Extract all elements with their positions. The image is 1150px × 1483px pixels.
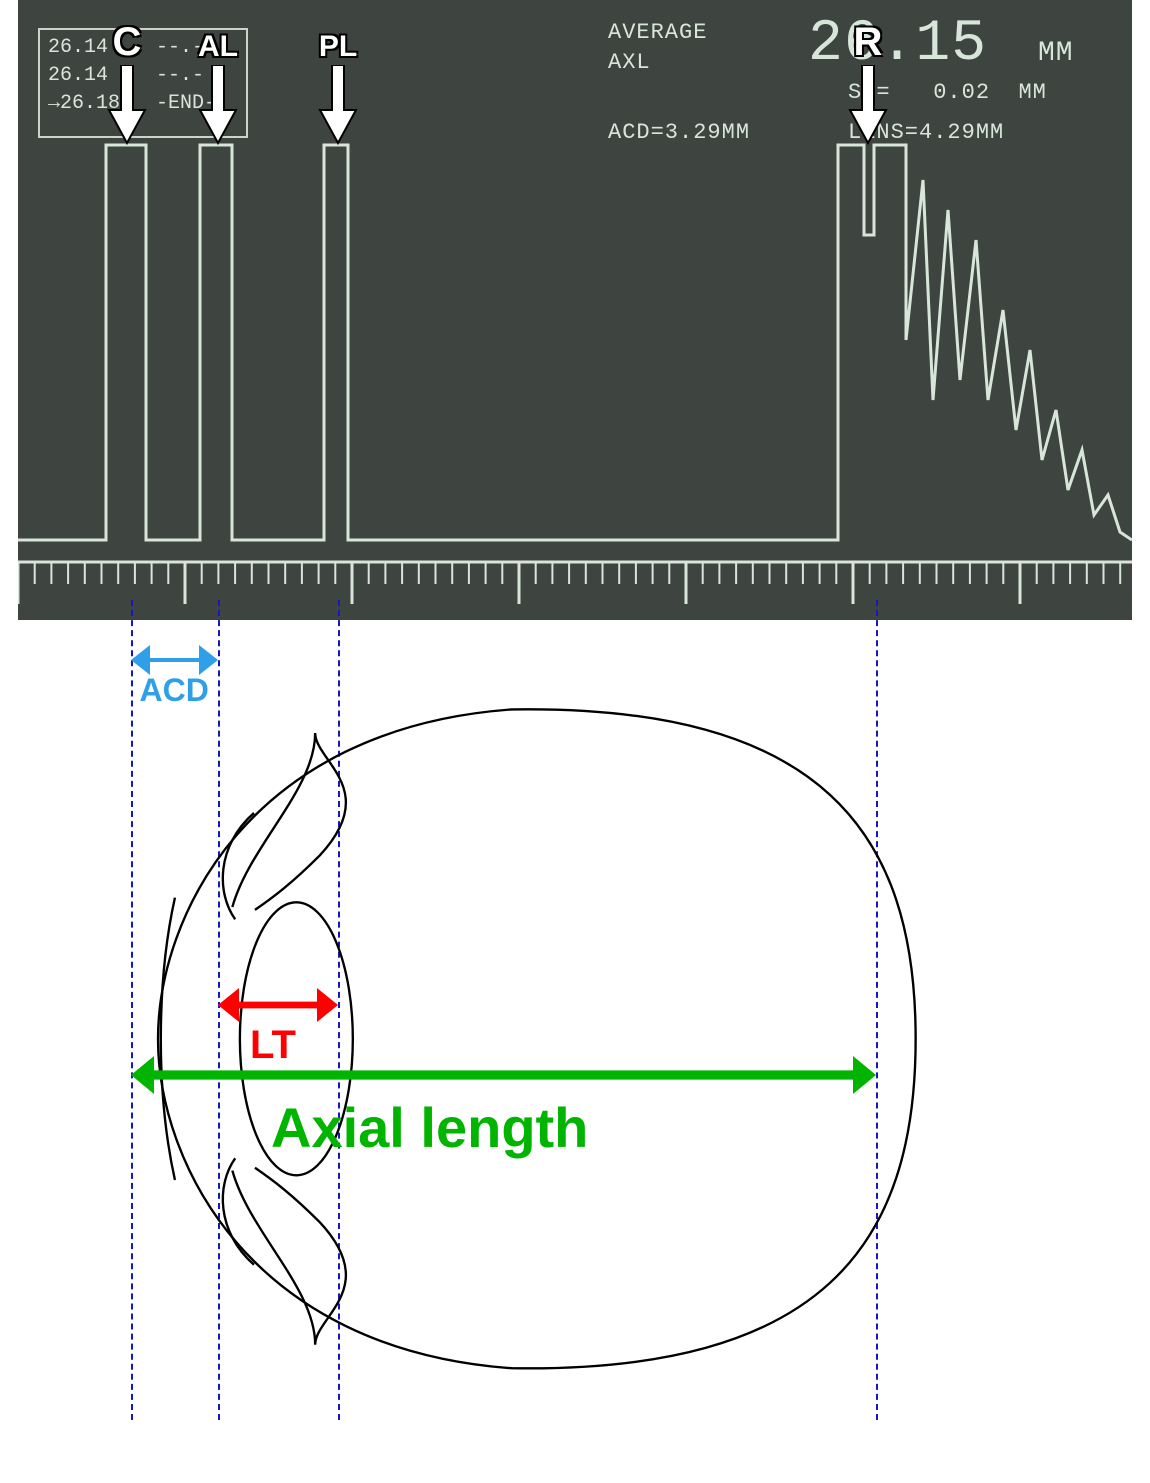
ultrasound-panel: 26.14 --.- 26.14 --.- →26.18 -END- AVERA…: [18, 0, 1132, 620]
peak-label-pl: PL: [319, 30, 357, 64]
down-arrow-icon: [318, 65, 358, 145]
down-arrow-icon: [198, 65, 238, 145]
axial-length-label: Axial length: [271, 1095, 588, 1160]
acd-label: ACD: [140, 672, 209, 709]
down-arrow-icon: [848, 65, 888, 145]
a-scan-waveform: [18, 0, 1132, 620]
peak-label-r: R: [854, 20, 883, 65]
peak-label-c: C: [113, 20, 142, 65]
peak-label-al: AL: [198, 30, 238, 64]
axial-length-arrow: [116, 1050, 891, 1100]
down-arrow-icon: [107, 65, 147, 145]
